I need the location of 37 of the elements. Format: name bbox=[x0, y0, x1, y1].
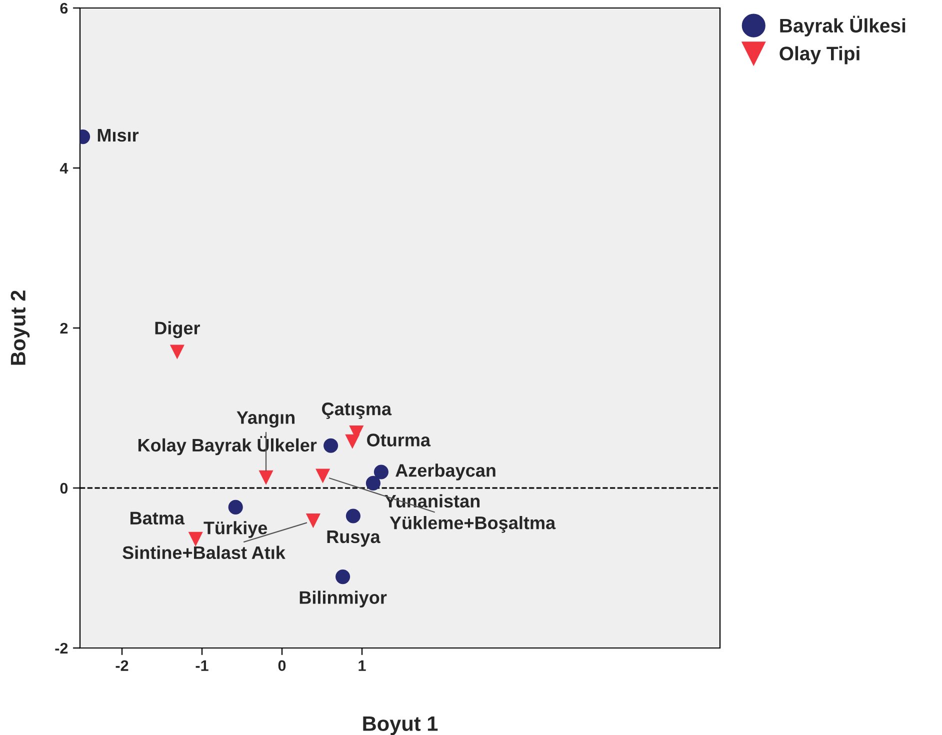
annotation: Türkiye bbox=[204, 521, 268, 538]
annotation: Oturma bbox=[367, 434, 431, 446]
y-tick-label: -2 bbox=[55, 642, 68, 654]
y-tick-label: 0 bbox=[60, 482, 68, 494]
y-tick-label: 6 bbox=[60, 2, 68, 14]
point bbox=[228, 500, 243, 514]
annotation: Rusya bbox=[327, 530, 380, 547]
annotation: Sintine+Balast Atık bbox=[122, 546, 286, 560]
annotation: Azerbaycan bbox=[396, 464, 496, 480]
legend-label: Olay Tipi bbox=[780, 46, 860, 64]
point bbox=[345, 434, 360, 449]
y-axis-title: Boyut 2 bbox=[10, 290, 30, 365]
point bbox=[188, 532, 203, 546]
point bbox=[306, 514, 320, 528]
annotation: Çatışma bbox=[322, 402, 392, 419]
point bbox=[324, 438, 338, 453]
y-tick-label: 2 bbox=[60, 322, 68, 334]
point bbox=[336, 570, 350, 584]
annotation: Diger bbox=[155, 321, 200, 338]
annotation: Bilinmiyor bbox=[300, 590, 387, 608]
x-tick-label: 0 bbox=[278, 660, 286, 672]
annotation: Batma bbox=[130, 512, 185, 525]
point bbox=[374, 464, 388, 480]
annotation: Yükleme+Boşaltma bbox=[390, 516, 556, 533]
point bbox=[258, 470, 274, 485]
legend-label: Bayrak Ülkesi bbox=[780, 16, 906, 36]
point bbox=[316, 468, 330, 484]
x-tick-label: -2 bbox=[116, 660, 128, 671]
annotation: Mısır bbox=[98, 129, 139, 142]
point bbox=[366, 476, 380, 490]
point bbox=[170, 344, 184, 360]
point bbox=[346, 508, 360, 524]
x-axis-title: Boyut 1 bbox=[363, 716, 438, 735]
y-tick-label: 4 bbox=[60, 163, 68, 174]
annotation: Yangın bbox=[236, 411, 294, 428]
x-tick-label: -1 bbox=[196, 660, 208, 671]
x-tick-label: 1 bbox=[358, 660, 366, 671]
